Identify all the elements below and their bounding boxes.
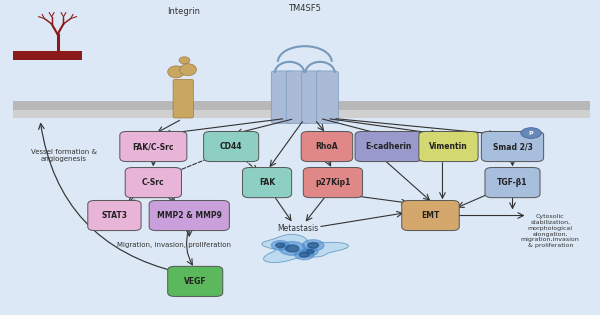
Text: FAK/C-Src: FAK/C-Src xyxy=(133,142,174,151)
Ellipse shape xyxy=(168,66,184,78)
Text: RhoA: RhoA xyxy=(316,142,338,151)
Circle shape xyxy=(295,250,314,260)
Text: MMP2 & MMP9: MMP2 & MMP9 xyxy=(157,211,221,220)
FancyBboxPatch shape xyxy=(173,79,193,118)
Text: Vessel formation &
angiogenesis: Vessel formation & angiogenesis xyxy=(31,149,97,163)
FancyBboxPatch shape xyxy=(125,168,181,198)
Ellipse shape xyxy=(179,64,196,76)
Text: Cytosolic
stabilization,
morphological
elongation,
migration,invasion
& prolifer: Cytosolic stabilization, morphological e… xyxy=(521,214,580,248)
Circle shape xyxy=(306,249,314,254)
FancyBboxPatch shape xyxy=(485,168,540,198)
Ellipse shape xyxy=(179,57,190,64)
Polygon shape xyxy=(262,235,349,262)
FancyBboxPatch shape xyxy=(286,71,308,123)
FancyBboxPatch shape xyxy=(149,200,229,231)
FancyBboxPatch shape xyxy=(168,266,223,296)
Text: FAK: FAK xyxy=(259,178,275,187)
Text: P: P xyxy=(529,130,533,135)
Text: E-cadherin: E-cadherin xyxy=(365,142,412,151)
Text: CD44: CD44 xyxy=(220,142,242,151)
FancyBboxPatch shape xyxy=(203,131,259,162)
FancyBboxPatch shape xyxy=(120,131,187,162)
FancyBboxPatch shape xyxy=(402,200,459,231)
FancyBboxPatch shape xyxy=(317,71,338,123)
Text: EMT: EMT xyxy=(421,211,440,220)
FancyBboxPatch shape xyxy=(419,131,478,162)
FancyBboxPatch shape xyxy=(355,131,422,162)
FancyBboxPatch shape xyxy=(242,168,292,198)
Circle shape xyxy=(299,252,309,257)
Text: Integrin: Integrin xyxy=(167,7,200,16)
Circle shape xyxy=(302,248,318,256)
FancyBboxPatch shape xyxy=(481,131,544,162)
Text: Smad 2/3: Smad 2/3 xyxy=(493,142,532,151)
Bar xyxy=(13,101,590,110)
FancyBboxPatch shape xyxy=(301,131,353,162)
Text: Metastasis: Metastasis xyxy=(278,224,319,232)
Bar xyxy=(13,110,590,118)
FancyBboxPatch shape xyxy=(271,71,293,123)
Bar xyxy=(13,51,82,60)
Text: STAT3: STAT3 xyxy=(101,211,127,220)
Circle shape xyxy=(279,242,305,255)
Text: p27Kip1: p27Kip1 xyxy=(315,178,350,187)
Circle shape xyxy=(271,241,289,250)
Text: TM4SF5: TM4SF5 xyxy=(289,4,321,13)
Circle shape xyxy=(276,243,285,248)
Circle shape xyxy=(302,240,324,251)
Text: VEGF: VEGF xyxy=(184,277,206,286)
Circle shape xyxy=(308,243,319,248)
FancyBboxPatch shape xyxy=(303,168,362,198)
Text: TGF-β1: TGF-β1 xyxy=(497,178,528,187)
Circle shape xyxy=(521,128,541,138)
Text: C-Src: C-Src xyxy=(142,178,164,187)
FancyBboxPatch shape xyxy=(88,200,141,231)
Circle shape xyxy=(286,245,299,252)
FancyBboxPatch shape xyxy=(302,71,323,123)
Text: Migration, invasion, proliferation: Migration, invasion, proliferation xyxy=(117,242,231,248)
Text: Vimentin: Vimentin xyxy=(429,142,468,151)
